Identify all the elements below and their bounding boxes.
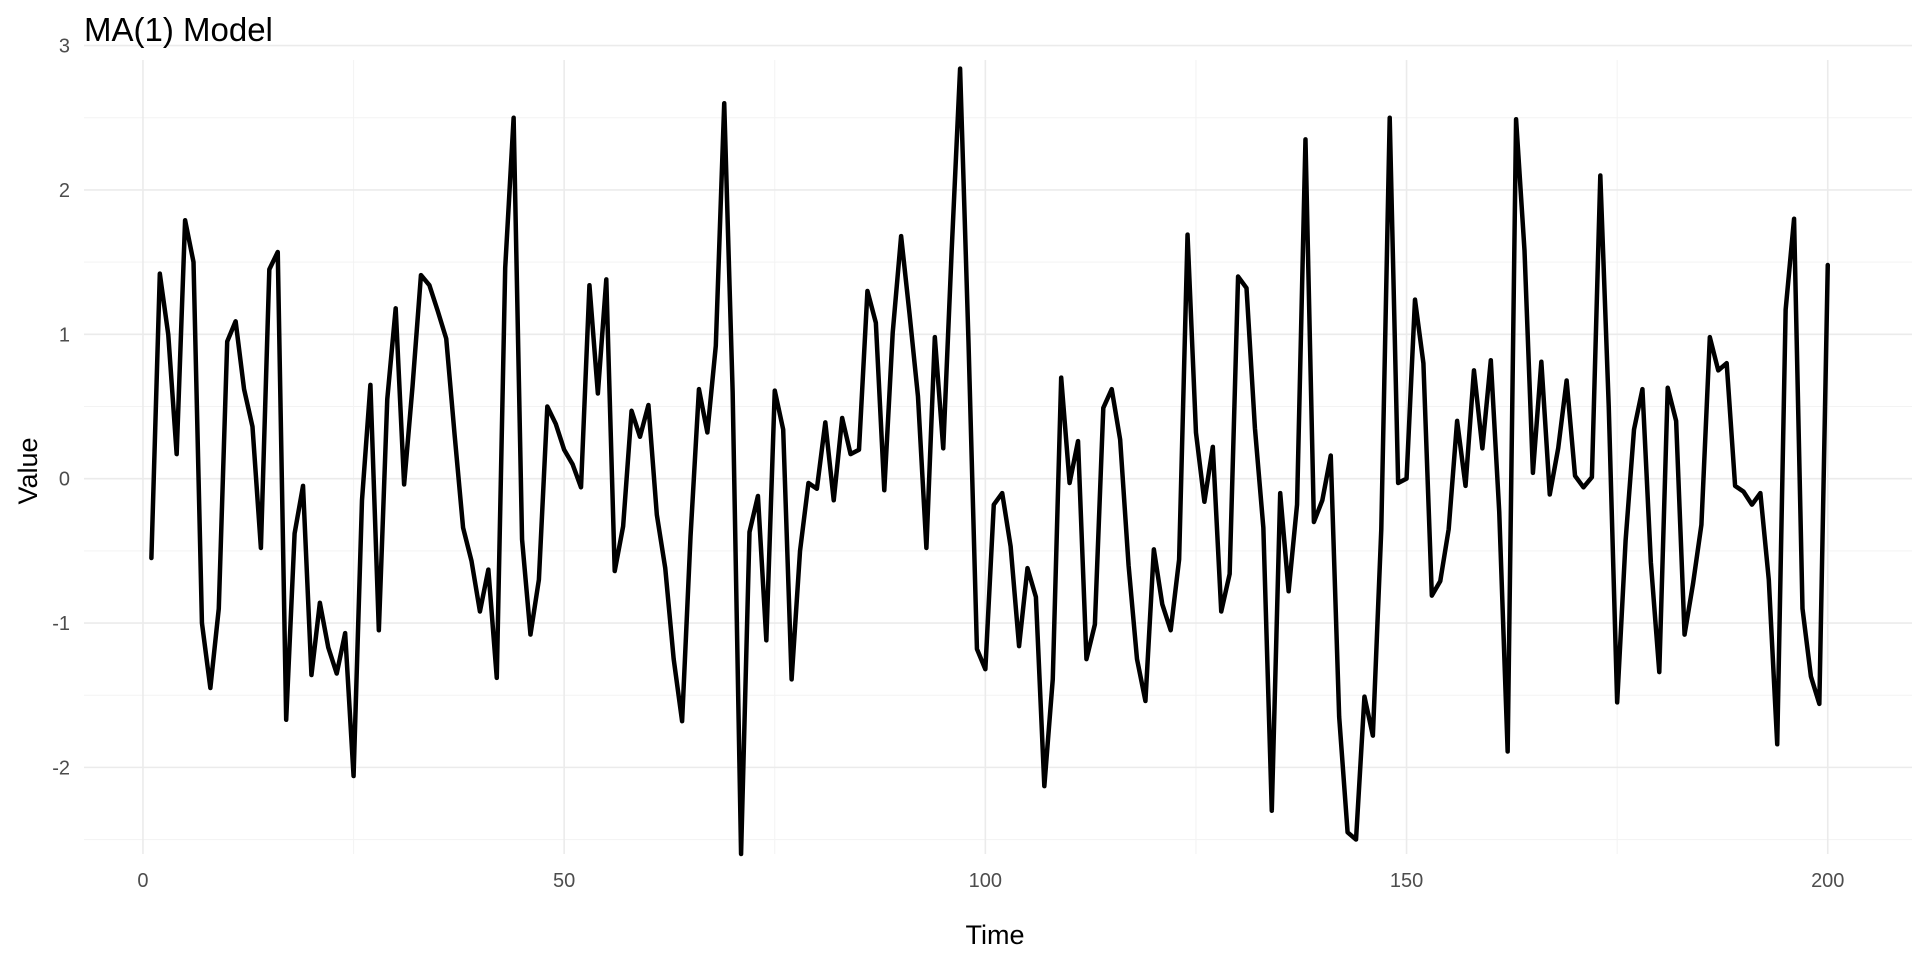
- y-tick-label: 2: [59, 180, 70, 202]
- grid-minor: [84, 60, 1912, 854]
- x-tick-label: 0: [137, 870, 148, 892]
- x-axis-ticks: 0 50 100 150 200: [137, 870, 1844, 892]
- y-tick-label: 0: [59, 469, 70, 491]
- x-axis-label: Time: [966, 920, 1025, 950]
- series-line: [149, 66, 1831, 857]
- x-tick-label: 150: [1390, 870, 1423, 892]
- y-tick-label: -2: [52, 757, 70, 779]
- y-axis-ticks: -2 -1 0 1 2 3: [52, 36, 70, 780]
- x-tick-label: 50: [553, 870, 575, 892]
- x-tick-label: 100: [969, 870, 1002, 892]
- x-tick-label: 200: [1811, 870, 1844, 892]
- grid-major: [84, 44, 1912, 854]
- y-axis-label: Value: [13, 437, 43, 504]
- chart-title: MA(1) Model: [84, 11, 273, 48]
- y-tick-label: 1: [59, 324, 70, 346]
- y-tick-label: 3: [59, 36, 70, 58]
- y-tick-label: -1: [52, 613, 70, 635]
